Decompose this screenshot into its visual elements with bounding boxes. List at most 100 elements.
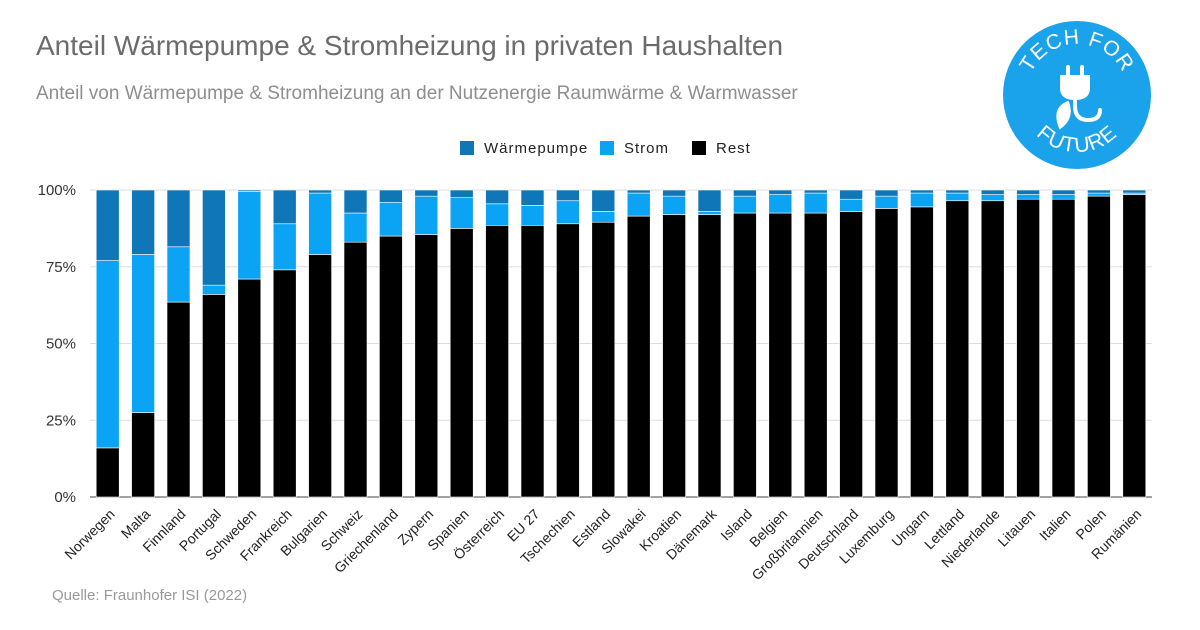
y-tick-label: 75% xyxy=(46,259,76,276)
legend-swatch xyxy=(600,141,614,155)
x-tick-label: Norwegen xyxy=(61,506,117,562)
bar-segment-w-rmepumpe xyxy=(237,189,262,192)
bar-segment-strom xyxy=(485,203,509,226)
bar-segment-rest xyxy=(95,447,120,498)
bar-segment-strom xyxy=(379,201,403,237)
bar-segment-strom xyxy=(733,195,757,214)
grid-lines xyxy=(90,189,1152,498)
bar-segment-rest xyxy=(1051,198,1076,498)
bar-segment-strom xyxy=(626,192,651,217)
y-tick-label: 0% xyxy=(54,489,76,506)
bar-segment-strom xyxy=(768,194,793,214)
bar-segment-strom xyxy=(414,195,439,235)
bar-segment-strom xyxy=(449,197,474,229)
bar-segment-strom xyxy=(272,223,297,271)
bar-segment-strom xyxy=(662,195,686,215)
legend-label: Rest xyxy=(716,140,751,157)
bar-segment-rest xyxy=(520,225,545,498)
legend-label: Strom xyxy=(624,140,669,157)
bar-segment-strom xyxy=(874,195,899,209)
y-axis-ticks: 0% 25% 50% 75% 100% xyxy=(38,182,76,506)
chart-title: Anteil Wärmepumpe & Stromheizung in priv… xyxy=(36,30,784,61)
bar-segment-rest xyxy=(874,208,899,498)
bar-segment-rest xyxy=(980,200,1005,498)
bar-segment-strom xyxy=(343,212,368,243)
bar-segment-w-rmepumpe xyxy=(308,189,332,194)
bar-segment-rest xyxy=(131,412,155,498)
bar-segment-w-rmepumpe xyxy=(343,189,368,214)
bar-segment-rest xyxy=(733,212,757,498)
legend-swatch xyxy=(692,141,706,155)
bar-segment-w-rmepumpe xyxy=(980,189,1005,195)
bar-segment-w-rmepumpe xyxy=(697,189,722,212)
bar-segment-strom xyxy=(980,194,1005,202)
bar-segment-strom xyxy=(803,192,828,214)
bar-segment-w-rmepumpe xyxy=(839,189,863,200)
bar-segment-rest xyxy=(803,212,828,498)
bar-segment-rest xyxy=(166,301,191,498)
tech-for-future-logo: TECH FOR FUTURE xyxy=(1003,21,1151,169)
bar-segment-rest xyxy=(910,206,934,498)
legend-label: Wärmepumpe xyxy=(484,140,588,157)
bar-segment-w-rmepumpe xyxy=(945,189,970,194)
bar-segment-rest xyxy=(697,214,722,498)
bar-segment-w-rmepumpe xyxy=(202,189,226,286)
bar-segment-strom xyxy=(591,211,616,223)
bar-segment-w-rmepumpe xyxy=(768,189,793,195)
bar-segment-strom xyxy=(910,192,934,208)
bar-segment-w-rmepumpe xyxy=(379,189,403,203)
y-tick-label: 50% xyxy=(46,336,76,353)
y-tick-label: 100% xyxy=(38,182,76,199)
bar-segment-rest xyxy=(626,215,651,498)
bar-segment-w-rmepumpe xyxy=(1051,189,1076,195)
bar-segment-w-rmepumpe xyxy=(556,189,580,202)
bar-segment-rest xyxy=(308,254,332,498)
bar-segment-rest xyxy=(237,278,262,498)
bar-segment-w-rmepumpe xyxy=(485,189,509,205)
bar-segment-strom xyxy=(697,211,722,215)
y-tick-label: 25% xyxy=(46,412,76,429)
bar-segment-w-rmepumpe xyxy=(874,189,899,197)
bar-segment-strom xyxy=(1016,194,1040,200)
bar-segment-strom xyxy=(1051,194,1076,200)
bar-segment-rest xyxy=(1016,198,1040,498)
bar-segment-w-rmepumpe xyxy=(272,189,297,225)
bar-segment-w-rmepumpe xyxy=(414,189,439,197)
bar-segment-w-rmepumpe xyxy=(662,189,686,197)
bar-segment-rest xyxy=(343,241,368,498)
bar-segment-strom xyxy=(1087,192,1111,197)
bar-segment-w-rmepumpe xyxy=(1087,189,1111,194)
bar-segment-rest xyxy=(662,214,686,498)
bar-segment-rest xyxy=(768,212,793,498)
bar-segment-w-rmepumpe xyxy=(166,189,191,248)
bar-segment-w-rmepumpe xyxy=(520,189,545,206)
bars xyxy=(95,189,1147,498)
bar-segment-w-rmepumpe xyxy=(591,189,616,212)
bar-segment-w-rmepumpe xyxy=(131,189,155,255)
legend-swatch xyxy=(460,141,474,155)
bar-segment-w-rmepumpe xyxy=(733,189,757,197)
bar-segment-rest xyxy=(1087,195,1111,498)
bar-segment-w-rmepumpe xyxy=(1122,189,1147,194)
bar-segment-rest xyxy=(591,221,616,498)
bar-segment-strom xyxy=(556,200,580,225)
bar-segment-strom xyxy=(520,205,545,226)
bar-segment-rest xyxy=(556,223,580,498)
chart-subtitle: Anteil von Wärmepumpe & Stromheizung an … xyxy=(36,83,798,104)
bar-segment-w-rmepumpe xyxy=(449,189,474,198)
bar-segment-w-rmepumpe xyxy=(626,189,651,194)
bar-segment-rest xyxy=(414,234,439,498)
bar-segment-rest xyxy=(839,211,863,498)
bar-segment-strom xyxy=(308,192,332,255)
bar-segment-rest xyxy=(272,269,297,498)
bar-segment-rest xyxy=(379,235,403,498)
bar-segment-rest xyxy=(485,225,509,498)
legend: Wärmepumpe Strom Rest xyxy=(460,140,751,157)
bar-segment-strom xyxy=(839,198,863,212)
bar-segment-w-rmepumpe xyxy=(803,189,828,194)
x-tick-label: Litauen xyxy=(994,506,1038,550)
bar-segment-strom xyxy=(166,246,191,303)
bar-segment-strom xyxy=(131,254,155,413)
bar-segment-strom xyxy=(237,191,262,280)
